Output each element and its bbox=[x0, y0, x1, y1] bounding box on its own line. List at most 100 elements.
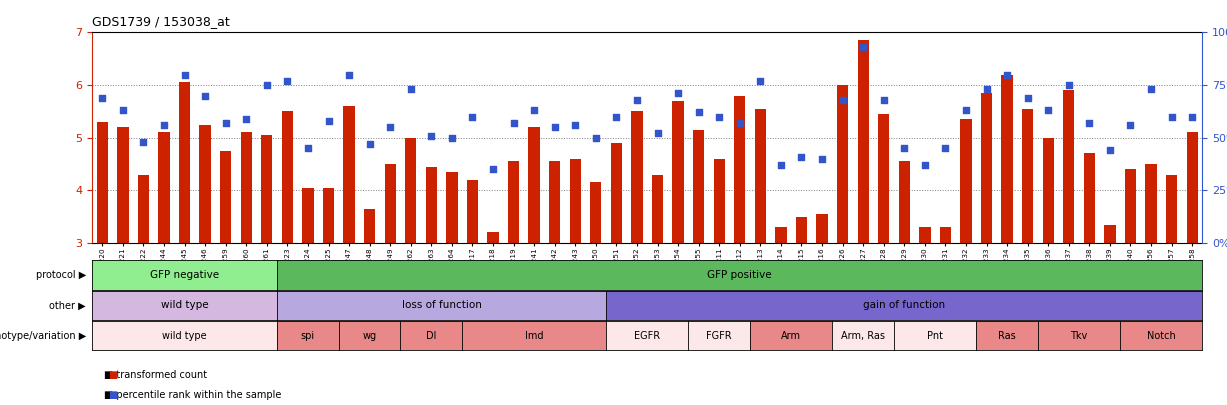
Text: GFP positive: GFP positive bbox=[708, 270, 772, 280]
Point bbox=[1018, 94, 1038, 101]
Point bbox=[998, 71, 1017, 78]
Bar bbox=[282, 111, 293, 243]
Bar bbox=[1166, 175, 1177, 243]
Text: protocol ▶: protocol ▶ bbox=[36, 270, 86, 280]
Text: other ▶: other ▶ bbox=[49, 301, 86, 310]
Bar bbox=[466, 180, 479, 243]
Bar bbox=[796, 217, 807, 243]
Point bbox=[401, 86, 421, 92]
Bar bbox=[158, 132, 169, 243]
Point bbox=[1080, 120, 1099, 126]
Bar bbox=[1001, 75, 1012, 243]
Point bbox=[113, 107, 133, 113]
Bar bbox=[261, 135, 272, 243]
Point bbox=[524, 107, 544, 113]
Point bbox=[730, 120, 750, 126]
Text: FGFR: FGFR bbox=[707, 331, 733, 341]
Bar bbox=[1022, 109, 1033, 243]
Bar bbox=[220, 151, 232, 243]
Bar bbox=[405, 138, 416, 243]
Text: ■ percentile rank within the sample: ■ percentile rank within the sample bbox=[104, 390, 282, 400]
Bar bbox=[652, 175, 663, 243]
Bar bbox=[384, 164, 396, 243]
Text: Tkv: Tkv bbox=[1070, 331, 1087, 341]
Text: gain of function: gain of function bbox=[864, 301, 945, 310]
Point bbox=[791, 153, 811, 160]
Point bbox=[174, 71, 194, 78]
Text: Dl: Dl bbox=[426, 331, 437, 341]
Text: ■ transformed count: ■ transformed count bbox=[104, 370, 207, 379]
Bar bbox=[1083, 153, 1094, 243]
Point bbox=[977, 86, 996, 92]
Point bbox=[606, 113, 626, 120]
Bar bbox=[508, 162, 519, 243]
Point bbox=[566, 122, 585, 128]
Point bbox=[360, 141, 379, 147]
Bar bbox=[118, 127, 129, 243]
Point bbox=[504, 120, 524, 126]
Point bbox=[1141, 86, 1161, 92]
Point bbox=[277, 78, 297, 84]
Point bbox=[669, 90, 688, 97]
Bar bbox=[632, 111, 643, 243]
Bar bbox=[714, 159, 725, 243]
Point bbox=[709, 113, 729, 120]
Bar bbox=[961, 119, 972, 243]
Point bbox=[1101, 147, 1120, 153]
Bar bbox=[775, 227, 787, 243]
Point bbox=[237, 115, 256, 122]
Bar bbox=[302, 188, 314, 243]
Point bbox=[442, 134, 461, 141]
Bar bbox=[879, 114, 890, 243]
Bar bbox=[1104, 224, 1115, 243]
Bar bbox=[816, 214, 828, 243]
Point bbox=[1162, 113, 1182, 120]
Bar bbox=[529, 127, 540, 243]
Point bbox=[92, 94, 112, 101]
Point bbox=[833, 96, 853, 103]
Bar bbox=[200, 125, 211, 243]
Bar bbox=[569, 159, 580, 243]
Text: wild type: wild type bbox=[161, 301, 209, 310]
Point bbox=[483, 166, 503, 173]
Bar bbox=[426, 167, 437, 243]
Point bbox=[771, 162, 790, 168]
Point bbox=[956, 107, 975, 113]
Point bbox=[853, 44, 872, 50]
Point bbox=[195, 92, 215, 99]
Point bbox=[688, 109, 708, 116]
Point bbox=[1120, 122, 1140, 128]
Point bbox=[751, 78, 771, 84]
Bar bbox=[898, 162, 910, 243]
Text: loss of function: loss of function bbox=[401, 301, 481, 310]
Text: wg: wg bbox=[362, 331, 377, 341]
Bar bbox=[590, 182, 601, 243]
Point bbox=[627, 96, 647, 103]
Bar bbox=[1043, 138, 1054, 243]
Bar bbox=[980, 93, 993, 243]
Bar bbox=[672, 101, 683, 243]
Bar bbox=[179, 83, 190, 243]
Point bbox=[422, 132, 442, 139]
Point bbox=[216, 120, 236, 126]
Point bbox=[155, 122, 174, 128]
Point bbox=[463, 113, 482, 120]
Point bbox=[319, 117, 339, 124]
Point bbox=[587, 134, 606, 141]
Point bbox=[134, 139, 153, 145]
Bar bbox=[323, 188, 334, 243]
Bar bbox=[548, 162, 561, 243]
Point bbox=[1038, 107, 1058, 113]
Bar bbox=[919, 227, 930, 243]
Bar bbox=[858, 40, 869, 243]
Text: Imd: Imd bbox=[525, 331, 544, 341]
Text: GFP negative: GFP negative bbox=[150, 270, 220, 280]
Text: EGFR: EGFR bbox=[634, 331, 660, 341]
Text: Arm, Ras: Arm, Ras bbox=[842, 331, 885, 341]
Text: genotype/variation ▶: genotype/variation ▶ bbox=[0, 331, 86, 341]
Text: Pnt: Pnt bbox=[928, 331, 944, 341]
Bar bbox=[240, 132, 252, 243]
Text: Arm: Arm bbox=[782, 331, 801, 341]
Bar bbox=[693, 130, 704, 243]
Point bbox=[339, 71, 358, 78]
